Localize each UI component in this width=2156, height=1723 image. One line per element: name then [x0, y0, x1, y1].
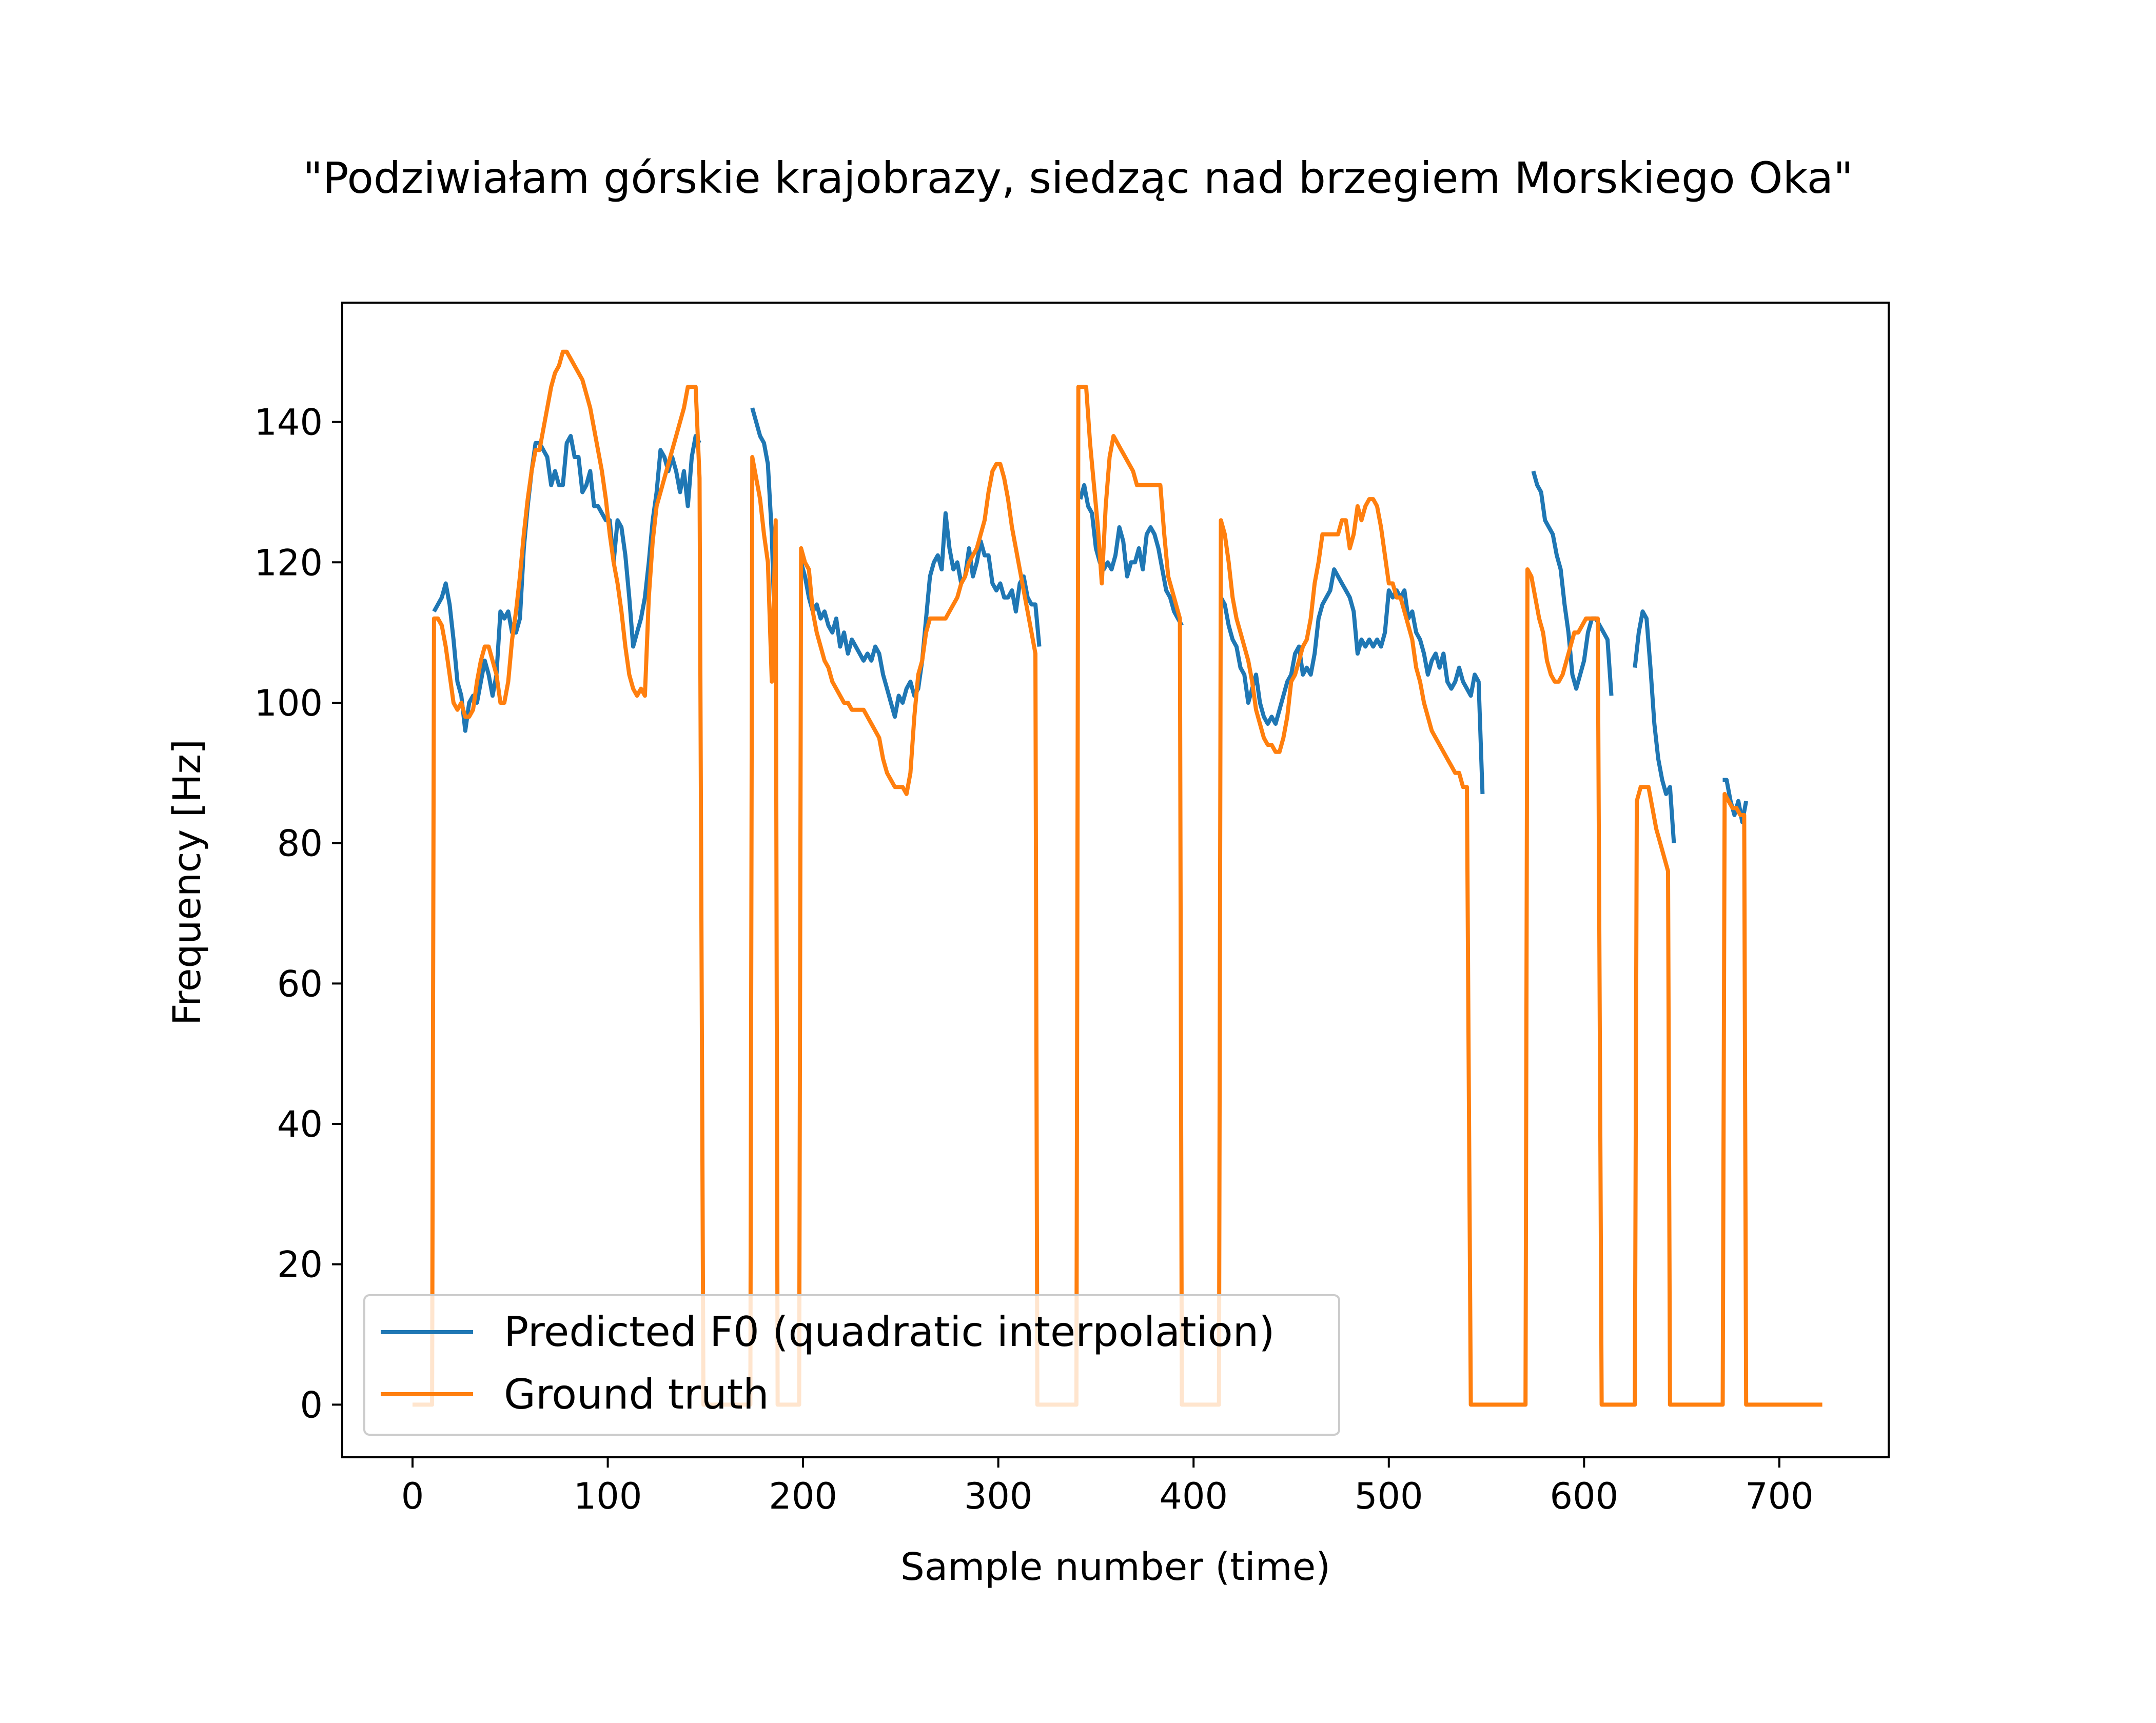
y-axis-ticks: 0 20 40 60 80 100 120 140: [254, 402, 342, 1426]
chart-title: "Podziwiałam górskie krajobrazy, siedząc…: [303, 153, 1853, 203]
series-0-line-segment-4: [1219, 567, 1485, 795]
y-tick-label: 100: [254, 682, 323, 724]
x-tick-label: 600: [1550, 1475, 1619, 1517]
y-tick-label: 20: [277, 1244, 323, 1286]
x-tick-label: 400: [1159, 1475, 1228, 1517]
y-tick-label: 40: [277, 1103, 323, 1145]
x-axis-label: Sample number (time): [900, 1545, 1330, 1589]
x-axis-ticks: 0 100 200 300 400 500 600 700: [401, 1457, 1814, 1517]
series-1-line-segment-0: [413, 349, 1822, 1407]
x-tick-label: 0: [401, 1475, 424, 1517]
series-0-line-segment-1: [750, 407, 778, 661]
x-tick-label: 700: [1745, 1475, 1814, 1517]
plot-frame: [341, 302, 1890, 1458]
y-tick-label: 140: [254, 402, 323, 444]
plot-area: [341, 302, 1890, 1458]
y-tick-label: 60: [277, 963, 323, 1005]
legend-box: [363, 1294, 1340, 1436]
series-0-line-segment-6: [1633, 609, 1676, 843]
x-tick-label: 200: [769, 1475, 837, 1517]
y-axis-label: Frequency [Hz]: [165, 739, 209, 1025]
legend-label-predicted: Predicted F0 (quadratic interpolation): [504, 1308, 1275, 1356]
series-0-line-segment-3: [1078, 483, 1184, 627]
series-0-line-segment-0: [432, 434, 701, 733]
legend-label-ground-truth: Ground truth: [504, 1371, 769, 1418]
y-tick-label: 0: [300, 1384, 323, 1426]
y-tick-label: 80: [277, 823, 323, 865]
x-tick-label: 100: [574, 1475, 642, 1517]
x-tick-label: 300: [964, 1475, 1033, 1517]
y-tick-label: 120: [254, 542, 323, 584]
x-tick-label: 500: [1355, 1475, 1423, 1517]
legend: Predicted F0 (quadratic interpolation) G…: [363, 1294, 1340, 1436]
